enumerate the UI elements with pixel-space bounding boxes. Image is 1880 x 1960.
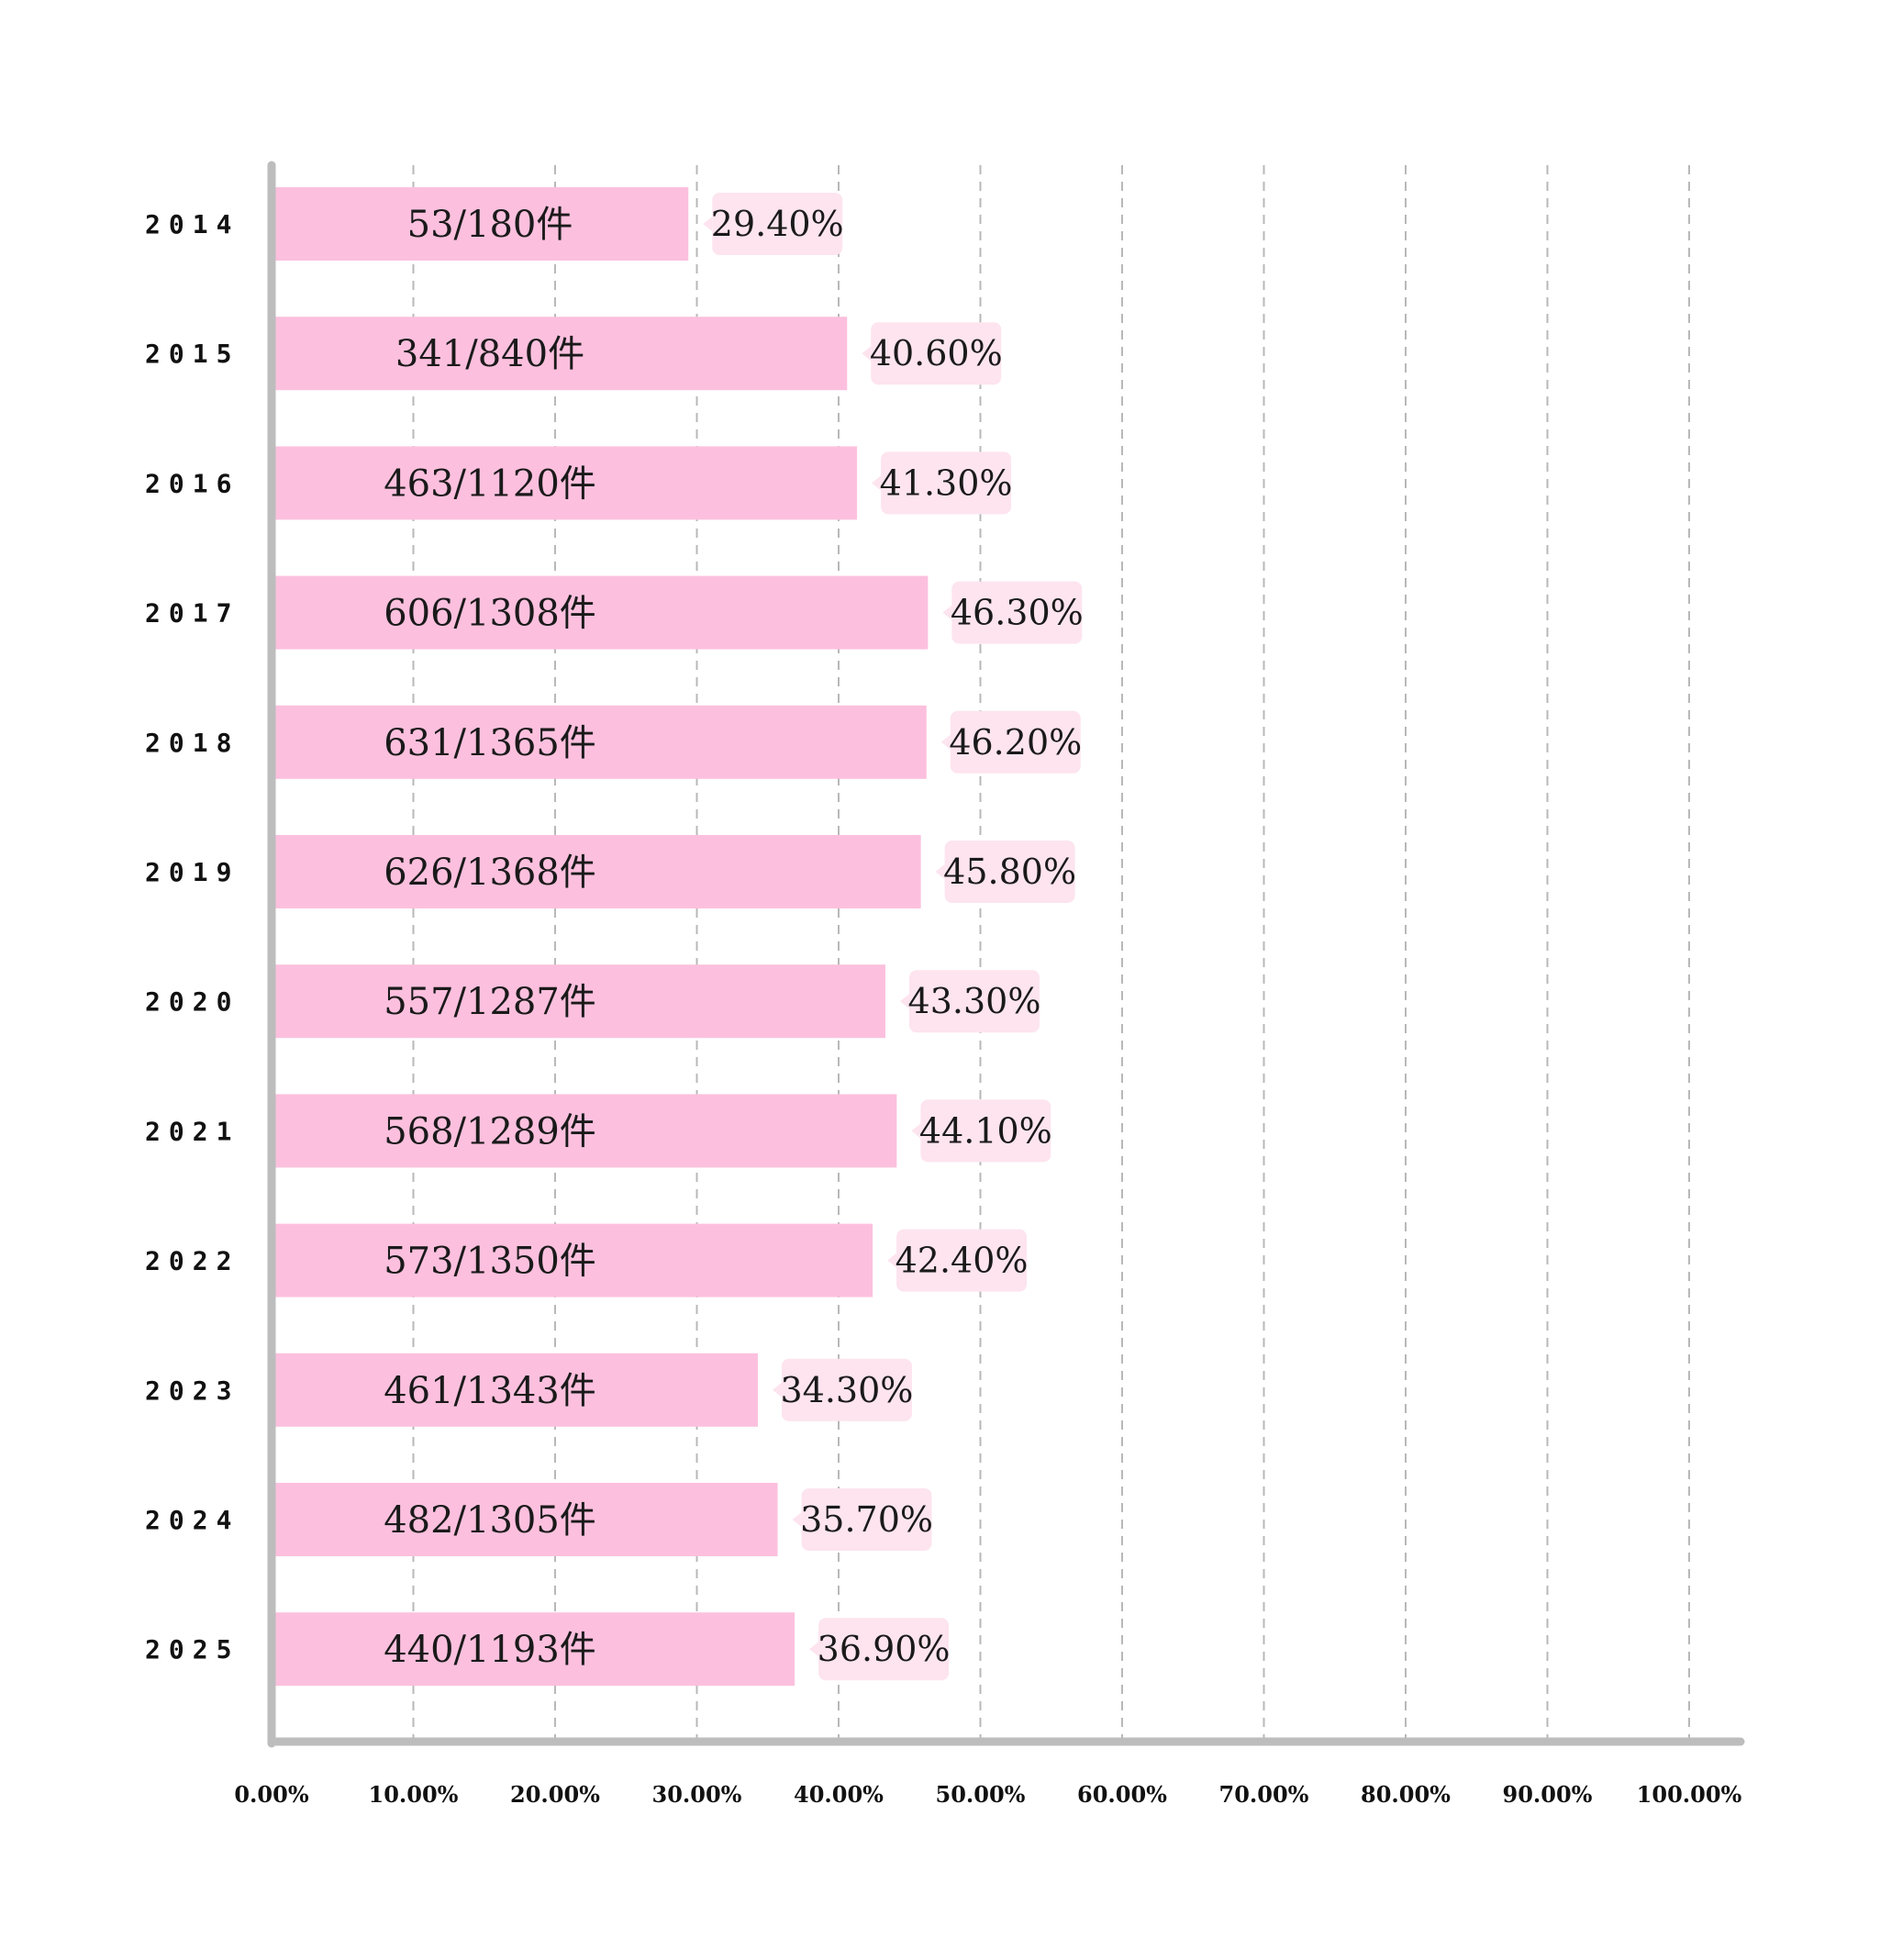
value-label-pointer (935, 864, 945, 879)
bar (272, 705, 927, 779)
y-tick-label: 2019 (145, 857, 239, 887)
y-tick-label: 2018 (145, 728, 239, 758)
axes (267, 161, 1745, 1748)
value-label: 44.10% (919, 1110, 1052, 1151)
value-label: 46.20% (949, 722, 1082, 763)
x-tick-label: 70.00% (1219, 1781, 1309, 1808)
value-label-bubble (801, 1488, 932, 1551)
bar (272, 964, 885, 1039)
value-label: 46.30% (951, 593, 1084, 633)
y-tick-label: 2016 (145, 468, 239, 498)
y-tick-label: 2017 (145, 598, 239, 629)
bar (272, 1223, 873, 1297)
labels: 0.00% 10.00% 20.00% 30.00% 40.00% 50.00% 60.00… (145, 193, 1742, 1808)
bar (272, 1483, 778, 1556)
bars (272, 187, 929, 1687)
value-label-bubble (908, 970, 1040, 1033)
value-label: 29.40% (711, 204, 844, 244)
y-tick-label: 2024 (145, 1505, 239, 1535)
gridlines (412, 165, 1690, 1742)
value-label-pointer (862, 346, 872, 362)
bar-count-label: 461/1343件 (384, 1370, 596, 1412)
value-label-bubble (896, 1229, 1028, 1292)
value-label-bubble (871, 322, 1002, 385)
x-tick-label: 100.00% (1637, 1781, 1742, 1808)
value-label: 34.30% (780, 1370, 913, 1410)
y-tick-label: 2023 (145, 1375, 239, 1406)
value-label-pointer (792, 1512, 802, 1527)
y-tick-label: 2021 (145, 1116, 239, 1146)
value-label-pointer (872, 475, 882, 491)
x-tick-label: 50.00% (936, 1781, 1026, 1808)
value-label-pointer (703, 217, 713, 231)
value-label-pointer (809, 1642, 819, 1657)
x-tick-label: 80.00% (1361, 1781, 1451, 1808)
bar-count-label: 463/1120件 (384, 462, 596, 505)
x-tick-label: 40.00% (794, 1781, 884, 1808)
value-label: 36.90% (818, 1629, 951, 1669)
bar-count-label: 440/1193件 (384, 1629, 596, 1671)
value-label-pointer (940, 734, 951, 750)
value-label: 35.70% (800, 1499, 933, 1540)
value-label-bubble (920, 1099, 1051, 1163)
value-label-pointer (911, 1123, 921, 1139)
bar-count-label: 568/1289件 (384, 1110, 596, 1153)
value-label-bubble (881, 451, 1012, 515)
bar (272, 446, 858, 520)
bar-count-label: 573/1350件 (384, 1241, 596, 1283)
y-tick-label: 2014 (145, 209, 239, 239)
x-tick-label: 90.00% (1503, 1781, 1593, 1808)
y-tick-label: 2022 (145, 1246, 239, 1276)
bar-count-label: 482/1305件 (384, 1499, 596, 1542)
value-label-pointer (772, 1382, 782, 1398)
value-label-bubble (781, 1358, 912, 1421)
value-label-pointer (942, 605, 952, 620)
value-label-bubble (950, 710, 1081, 774)
x-tick-label: 20.00% (510, 1781, 600, 1808)
bar (272, 1094, 897, 1168)
x-tick-label: 60.00% (1077, 1781, 1167, 1808)
value-label: 42.40% (896, 1241, 1029, 1281)
value-label-bubble (712, 193, 843, 255)
value-label-pointer (887, 1253, 897, 1268)
bar (272, 1353, 758, 1427)
value-label-bubble (818, 1618, 950, 1681)
x-tick-label: 0.00% (234, 1781, 308, 1808)
bar (272, 1612, 795, 1687)
x-tick-label: 10.00% (369, 1781, 459, 1808)
bar (272, 575, 929, 650)
value-label-bubble (951, 581, 1083, 644)
value-label: 40.60% (870, 333, 1003, 373)
bar (272, 835, 921, 908)
y-tick-label: 2015 (145, 339, 239, 369)
bar-count-label: 341/840件 (395, 333, 584, 375)
bar-count-label: 631/1365件 (384, 722, 596, 764)
value-label-bubble (944, 841, 1075, 903)
bar-count-label: 626/1368件 (384, 852, 596, 894)
y-tick-label: 2025 (145, 1634, 239, 1665)
bar-count-label: 53/180件 (407, 204, 573, 246)
x-tick-label: 30.00% (652, 1781, 742, 1808)
bar-count-label: 557/1287件 (384, 981, 596, 1023)
bar (272, 187, 689, 261)
value-label: 45.80% (943, 852, 1076, 892)
bar-count-label: 606/1308件 (384, 593, 596, 635)
y-tick-label: 2020 (145, 986, 239, 1017)
value-label: 43.30% (908, 981, 1041, 1021)
value-label-pointer (899, 994, 909, 1009)
bar (272, 317, 848, 391)
value-label: 41.30% (880, 462, 1013, 503)
